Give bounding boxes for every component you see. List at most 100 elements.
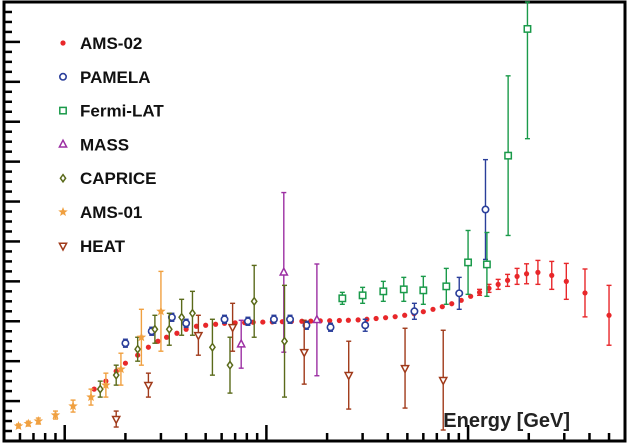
legend-pamela-marker-point xyxy=(58,72,67,81)
series-ams-01-point xyxy=(13,421,24,431)
legend-heat: HEAT xyxy=(58,237,126,256)
series-heat-point xyxy=(438,376,449,386)
legend-ams-01: AMS-01 xyxy=(58,203,142,222)
series-ams-02-point xyxy=(606,312,612,318)
series-ams-02-point xyxy=(563,278,569,284)
series-ams-02-point xyxy=(582,290,588,296)
legend-heat-marker-point xyxy=(58,242,68,252)
x-axis-label: Energy [GeV] xyxy=(443,410,570,432)
legend-mass: MASS xyxy=(58,135,129,154)
series-pamela-point xyxy=(361,321,370,330)
series-caprice-point xyxy=(178,312,186,323)
series-ams-02-point xyxy=(523,271,530,277)
legend-ams-02: AMS-02 xyxy=(60,34,142,53)
series-ams-02-point xyxy=(458,297,464,303)
series-ams-02-point xyxy=(91,386,97,392)
series-ams-01-point xyxy=(23,418,34,428)
series-fermi-lat-point xyxy=(358,291,367,300)
legend-pamela: PAMELA xyxy=(58,68,151,87)
series-ams-02-point xyxy=(163,334,170,340)
series-ams-02-point xyxy=(213,321,219,327)
series-fermi-lat-point xyxy=(419,286,428,295)
series-ams-02-point xyxy=(122,360,129,366)
series-heat-point xyxy=(193,331,204,342)
series-caprice-point xyxy=(151,324,159,335)
series-ams-01-point xyxy=(86,392,96,402)
series-ams-02-point xyxy=(439,304,445,310)
series-ams-02-point xyxy=(382,315,389,321)
series-mass xyxy=(236,191,322,377)
legend-fermi-lat-marker-point xyxy=(59,106,67,115)
series-pamela-point xyxy=(286,315,295,324)
series-ams-02-point xyxy=(174,330,180,336)
series-caprice-point xyxy=(134,344,142,355)
series-pamela-point xyxy=(455,289,464,298)
series-pamela-point xyxy=(326,323,335,332)
series-ams-02-point xyxy=(355,317,361,323)
y-axis-ticks xyxy=(4,0,20,443)
series-heat-point xyxy=(143,381,154,391)
legend-ams-02-label: AMS-02 xyxy=(80,34,142,53)
series-ams-01-point xyxy=(116,364,126,374)
series-ams-02-point xyxy=(203,322,209,328)
series-caprice-point xyxy=(250,296,258,307)
legend-fermi-lat: Fermi-LAT xyxy=(59,102,164,121)
series-pamela-point xyxy=(410,307,419,316)
series-ams-02-point xyxy=(308,318,314,324)
series-ams-02-point xyxy=(430,306,436,312)
series-ams-02-point xyxy=(549,272,555,278)
legend-fermi-lat-label: Fermi-LAT xyxy=(80,102,164,121)
series-pamela-point xyxy=(121,339,130,348)
series-caprice-point xyxy=(280,336,289,347)
x-axis-ticks xyxy=(2,425,627,441)
series-fermi-lat-point xyxy=(523,24,532,33)
series-ams-02-point xyxy=(504,277,511,283)
series-ams-01 xyxy=(13,270,166,431)
legend: AMS-02 PAMELA Fermi-LAT MASS CAPRICE AMS-01 HE… xyxy=(58,34,164,256)
legend-caprice-marker-point xyxy=(59,173,67,184)
legend-ams-01-label: AMS-01 xyxy=(80,203,142,222)
legend-mass-marker-point xyxy=(58,138,68,148)
series-ams-02-point xyxy=(514,273,520,279)
series-fermi-lat-point xyxy=(482,260,491,269)
series-ams-02-point xyxy=(336,317,342,324)
series-ams-02-point xyxy=(145,344,152,350)
series-ams-02-point xyxy=(373,315,379,322)
series-caprice-point xyxy=(208,342,216,353)
series-ams-02-point xyxy=(327,318,333,324)
legend-pamela-label: PAMELA xyxy=(80,68,151,87)
series-fermi-lat-point xyxy=(504,151,513,160)
series-caprice xyxy=(96,264,289,398)
series-ams-01-point xyxy=(33,416,44,426)
series-caprice-point xyxy=(112,370,120,381)
series-fermi-lat-point xyxy=(399,285,408,294)
series-ams-02-point xyxy=(345,317,351,323)
series-heat xyxy=(111,302,449,431)
series-caprice-point xyxy=(96,384,104,394)
series-ams-02-point xyxy=(486,285,492,291)
series-ams-02-point xyxy=(392,314,398,320)
series-fermi-lat xyxy=(338,1,532,306)
series-pamela-point xyxy=(220,315,229,324)
series-mass-point xyxy=(312,314,322,324)
series-ams-02-point xyxy=(535,269,541,275)
series-ams-01-point xyxy=(136,332,147,342)
series-ams-01-point xyxy=(101,380,111,390)
series-ams-02-point xyxy=(476,289,483,295)
legend-ams-01-marker-point xyxy=(58,207,68,217)
legend-caprice-label: CAPRICE xyxy=(80,169,157,188)
series-ams-01-point xyxy=(68,401,78,411)
series-heat-point xyxy=(400,364,410,374)
series-ams-02-point xyxy=(402,312,408,318)
series-heat-point xyxy=(111,415,122,425)
series-caprice-point xyxy=(165,324,173,335)
series-fermi-lat-point xyxy=(379,287,388,296)
series-ams-02-point xyxy=(260,319,266,325)
series-ams-01-point xyxy=(50,410,61,420)
series-caprice-point xyxy=(226,360,234,371)
series-pamela-point xyxy=(243,317,252,326)
series-pamela-point xyxy=(182,319,191,328)
series-fermi-lat-point xyxy=(442,282,451,291)
series-pamela xyxy=(121,158,490,348)
series-ams-01-point xyxy=(156,306,166,316)
